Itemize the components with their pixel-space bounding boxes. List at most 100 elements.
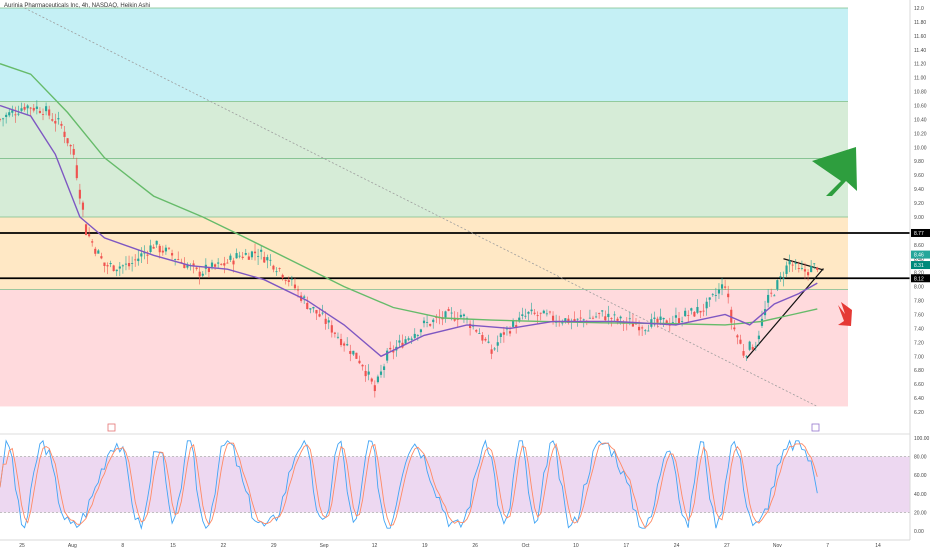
candle-body — [422, 320, 426, 324]
candle-body — [346, 344, 349, 346]
candle-body — [143, 252, 146, 254]
candle-body — [788, 260, 791, 265]
candle-body — [20, 108, 23, 111]
price-tick-label: 7.20 — [914, 340, 924, 346]
candle-body — [481, 334, 484, 341]
candle-body — [217, 262, 220, 264]
candle-body — [659, 316, 662, 320]
candle-body — [493, 348, 496, 350]
candle-body — [425, 322, 429, 323]
price-tick-label: 8.60 — [914, 243, 924, 249]
candle-body — [751, 346, 754, 350]
candle-body — [121, 265, 124, 267]
candle-body — [410, 338, 413, 340]
candle-body — [601, 310, 604, 312]
candle-body — [321, 312, 324, 314]
candle-body — [109, 263, 112, 265]
candle-body — [693, 311, 696, 317]
candle-body — [674, 315, 678, 318]
candle-body — [619, 316, 622, 319]
candle-body — [551, 315, 555, 321]
candle-body — [714, 295, 717, 296]
event-marker-d[interactable] — [811, 423, 820, 432]
candle-body — [447, 309, 450, 311]
candle-body — [429, 324, 432, 326]
candle-body — [269, 259, 272, 261]
candle-body — [416, 334, 419, 336]
candle-body — [45, 106, 48, 112]
candle-body — [32, 107, 35, 111]
candle-body — [278, 268, 281, 270]
candle-body — [582, 319, 585, 321]
candle-body — [78, 189, 81, 199]
price-tag-label: 8.31 — [914, 263, 924, 269]
candle-body — [803, 269, 807, 272]
zone-4 — [0, 289, 848, 407]
candle-body — [687, 315, 690, 316]
candle-body — [244, 253, 247, 255]
stochastic-tick-label: 0.00 — [914, 529, 924, 535]
candle-body — [579, 317, 582, 319]
candle-body — [1, 118, 5, 120]
price-tick-label: 7.80 — [914, 299, 924, 305]
candle-body — [616, 318, 619, 321]
candle-body — [260, 249, 263, 252]
candle-body — [754, 346, 757, 348]
candle-body — [573, 319, 576, 322]
candle-body — [100, 256, 103, 259]
price-tick-label: 9.60 — [914, 173, 924, 179]
price-tick-label: 7.60 — [914, 312, 924, 318]
candle-body — [349, 351, 352, 354]
candle-body — [702, 310, 705, 312]
candle-body — [696, 306, 699, 313]
candle-body — [174, 259, 177, 260]
candle-body — [124, 263, 128, 265]
candle-body — [41, 114, 45, 115]
candle-body — [711, 294, 714, 296]
candle-body — [717, 289, 721, 294]
candle-body — [745, 356, 748, 358]
candle-body — [140, 253, 143, 257]
candle-body — [170, 253, 174, 256]
candle-body — [690, 308, 693, 311]
time-tick-label: 22 — [221, 543, 227, 549]
candle-body — [232, 260, 235, 265]
candle-body — [343, 343, 346, 346]
time-tick-label: 14 — [875, 543, 881, 549]
candle-body — [69, 144, 72, 147]
candle-body — [241, 256, 244, 258]
candle-body — [0, 119, 2, 121]
candle-body — [782, 278, 785, 280]
candle-body — [38, 110, 42, 113]
candle-body — [358, 360, 361, 364]
candle-body — [263, 256, 266, 263]
candle-body — [379, 371, 383, 375]
candle-body — [484, 338, 487, 341]
candle-body — [628, 318, 631, 320]
zone-2 — [0, 158, 848, 217]
candle-body — [63, 131, 66, 137]
candle-body — [545, 313, 548, 315]
candle-body — [524, 315, 527, 317]
candle-body — [800, 268, 803, 269]
candle-body — [530, 309, 533, 312]
price-tick-label: 10.80 — [914, 90, 927, 96]
trend-line-1[interactable] — [746, 268, 824, 359]
candle-body — [146, 254, 149, 256]
candle-body — [29, 107, 32, 109]
event-marker-e[interactable] — [107, 423, 116, 432]
candle-body — [210, 262, 214, 267]
candle-body — [336, 336, 340, 338]
candle-body — [392, 349, 395, 353]
time-tick-label: 29 — [271, 543, 277, 549]
candle-body — [103, 262, 106, 266]
candle-body — [134, 259, 137, 261]
price-tick-label: 6.20 — [914, 410, 924, 416]
stochastic-band — [0, 456, 910, 513]
candle-body — [647, 330, 650, 332]
candle-body — [152, 246, 155, 249]
candle-body — [312, 307, 315, 309]
candle-body — [419, 329, 423, 333]
price-tick-label: 11.00 — [914, 76, 926, 82]
